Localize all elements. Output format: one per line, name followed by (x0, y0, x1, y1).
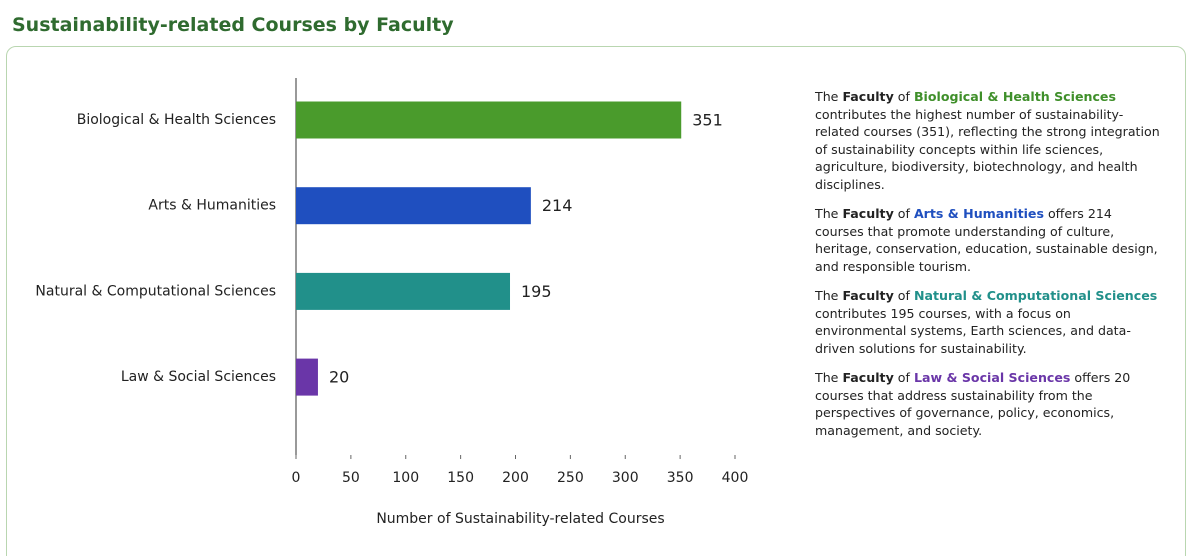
text-span: Faculty (842, 206, 894, 221)
text-span: of (893, 370, 914, 385)
y-tick-label: Natural & Computational Sciences (35, 283, 276, 299)
paragraph: The Faculty of Law & Social Sciences off… (815, 369, 1160, 439)
text-span: Law & Social Sciences (913, 370, 1071, 385)
y-tick-label: Biological & Health Sciences (77, 112, 276, 128)
paragraph: The Faculty of Arts & Humanities offers … (815, 205, 1160, 275)
paragraph: The Faculty of Biological & Health Scien… (815, 88, 1160, 193)
data-label: 214 (542, 196, 573, 215)
bar (296, 358, 318, 396)
text-span: The (815, 288, 843, 303)
x-tick-label: 100 (392, 470, 419, 486)
paragraph: The Faculty of Natural & Computational S… (815, 287, 1160, 357)
x-tick-label: 150 (447, 470, 474, 486)
bar (296, 101, 682, 139)
text-span: Faculty (842, 288, 894, 303)
text-span: Biological & Health Sciences (913, 89, 1116, 104)
text-panel: The Faculty of Biological & Health Scien… (815, 88, 1160, 451)
x-axis-label: Number of Sustainability-related Courses (376, 511, 664, 527)
text-span: Natural & Computational Sciences (913, 288, 1158, 303)
text-span: of (893, 206, 914, 221)
x-tick-label: 200 (502, 470, 529, 486)
text-span: of (893, 288, 914, 303)
x-tick-label: 50 (342, 470, 360, 486)
text-span: offers 214 courses that promote understa… (815, 206, 1162, 274)
x-tick-label: 300 (612, 470, 639, 486)
text-span: The (815, 206, 843, 221)
text-span: contributes the highest number of sustai… (815, 89, 1164, 192)
data-label: 195 (521, 282, 552, 301)
data-label: 20 (329, 368, 349, 387)
x-tick-label: 0 (292, 470, 301, 486)
text-span: Faculty (842, 89, 894, 104)
chart-title: Sustainability-related Courses by Facult… (12, 14, 454, 36)
text-span: The (815, 370, 843, 385)
text-span: Faculty (842, 370, 894, 385)
y-tick-label: Law & Social Sciences (121, 369, 276, 385)
text-span: Arts & Humanities (913, 206, 1044, 221)
bar (296, 272, 511, 310)
data-label: 351 (692, 111, 723, 130)
y-tick-label: Arts & Humanities (148, 198, 276, 214)
panel (6, 46, 1186, 556)
text-span: offers 20 courses that address sustainab… (815, 370, 1135, 438)
text-span: The (815, 89, 843, 104)
x-tick-label: 250 (557, 470, 584, 486)
x-tick-label: 400 (722, 470, 749, 486)
bar (296, 187, 531, 225)
text-span: of (893, 89, 914, 104)
x-tick-label: 350 (667, 470, 694, 486)
text-span: contributes 195 courses, with a focus on… (815, 288, 1162, 356)
chart: 0 50 100 150 200 250 300 350 400 Number of Sustai… (35, 78, 749, 527)
